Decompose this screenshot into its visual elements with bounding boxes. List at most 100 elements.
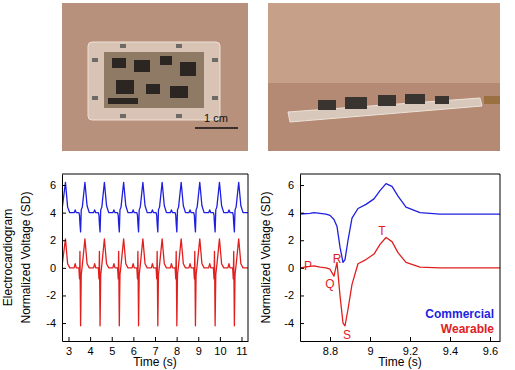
tick: 2 [50, 234, 66, 246]
tick-label: -4 [46, 317, 56, 329]
ecg-trace [62, 182, 248, 232]
annotation: T [378, 224, 386, 238]
tick-mark [450, 337, 451, 341]
tick-mark [155, 337, 156, 341]
tick-mark [198, 337, 199, 341]
legend-entry: Commercial [425, 307, 494, 321]
axis-line [301, 341, 501, 342]
coin-edge [484, 96, 500, 104]
tick-label: 0 [288, 262, 294, 274]
device-chip [160, 56, 172, 65]
x-axis: 8.899.29.49.6 [301, 337, 501, 357]
tick-mark [490, 337, 491, 341]
device-chip-side [435, 96, 449, 104]
tick: 5 [109, 337, 115, 357]
tick-mark [300, 185, 304, 186]
tick-label: -2 [46, 289, 56, 301]
tick-label: 8.8 [323, 345, 338, 357]
device-pad [92, 58, 98, 62]
tick-label: 9 [196, 345, 202, 357]
tick-label: -2 [284, 289, 294, 301]
tick-mark [330, 337, 331, 341]
tick-label: 0 [50, 262, 56, 274]
tick: 10 [214, 337, 226, 357]
device-pad [176, 114, 182, 118]
annotation: Q [325, 277, 334, 291]
device-pad [120, 114, 126, 118]
tick-mark [300, 240, 304, 241]
photo-background [268, 3, 500, 83]
tick-label: -4 [284, 317, 294, 329]
tick-label: 5 [109, 345, 115, 357]
device-pad [212, 58, 218, 62]
scale-bar [195, 127, 238, 129]
tick-label: 6 [288, 179, 294, 191]
tick: 9 [196, 337, 202, 357]
tick-mark [300, 323, 304, 324]
axis-line [63, 341, 249, 342]
tick: 4 [50, 207, 66, 219]
device-chip [146, 84, 160, 94]
axis-line [300, 175, 301, 342]
tick: 2 [288, 234, 304, 246]
device-chip [134, 60, 150, 72]
ecg-trace [62, 239, 248, 326]
device-pad [212, 96, 218, 100]
tick-mark [68, 337, 69, 341]
tick-label: 2 [288, 234, 294, 246]
tick-label: 3 [66, 345, 72, 357]
device-chip [108, 98, 138, 104]
tick-mark [410, 337, 411, 341]
tick-label: 2 [50, 234, 56, 246]
tick-mark [220, 337, 221, 341]
tick: 11 [236, 337, 247, 357]
annotation: P [304, 259, 312, 273]
tick: 6 [50, 179, 66, 191]
tick: 0 [50, 262, 66, 274]
tick-label: 4 [88, 345, 94, 357]
axis-line [62, 175, 63, 342]
tick-mark [62, 268, 66, 269]
tick: 9.6 [483, 337, 498, 357]
device-chip-side [405, 94, 425, 104]
y-axis: -4 -2 0 2 4 6 [46, 175, 66, 342]
tick-mark [370, 337, 371, 341]
plot-frame [62, 174, 248, 341]
chart: 8.899.29.49.6-4-20246Time (s)Normalized … [259, 174, 501, 369]
tick-mark [177, 337, 178, 341]
tick-label: 10 [214, 345, 226, 357]
device-chip [112, 58, 126, 68]
tick: 0 [288, 262, 304, 274]
annotation: S [343, 328, 351, 342]
tick-label: 6 [50, 179, 56, 191]
y-axis: -4 -2 0 2 4 6 [284, 175, 304, 342]
tick-label: 4 [50, 207, 56, 219]
x-axis-title: Time (s) [133, 355, 177, 369]
tick: 6 [131, 337, 137, 357]
ecg-trace [300, 184, 500, 263]
plot-background [300, 174, 500, 341]
tick: 8.8 [323, 337, 338, 357]
tick: 4 [288, 207, 304, 219]
y-axis-title: Normalized Voltage (SD) [19, 191, 33, 323]
tick: -4 [284, 317, 304, 329]
tick: 3 [66, 337, 72, 357]
tick-mark [242, 337, 243, 341]
photos: 1 cm [62, 3, 500, 151]
tick-mark [62, 213, 66, 214]
legend: CommercialWearable [425, 307, 494, 336]
device-chip-side [378, 95, 396, 106]
tick-mark [62, 323, 66, 324]
tick-label: 9.6 [483, 345, 498, 357]
tick-label: 9.4 [443, 345, 458, 357]
tick-mark [62, 185, 66, 186]
device-chip-side [318, 100, 336, 110]
device-substrate [88, 42, 220, 120]
device-board [104, 52, 204, 108]
tick-mark [62, 240, 66, 241]
tick-label: 11 [236, 345, 247, 357]
annotation: R [333, 252, 342, 266]
tick-mark [62, 295, 66, 296]
plot-area [62, 182, 248, 326]
tick-mark [300, 213, 304, 214]
